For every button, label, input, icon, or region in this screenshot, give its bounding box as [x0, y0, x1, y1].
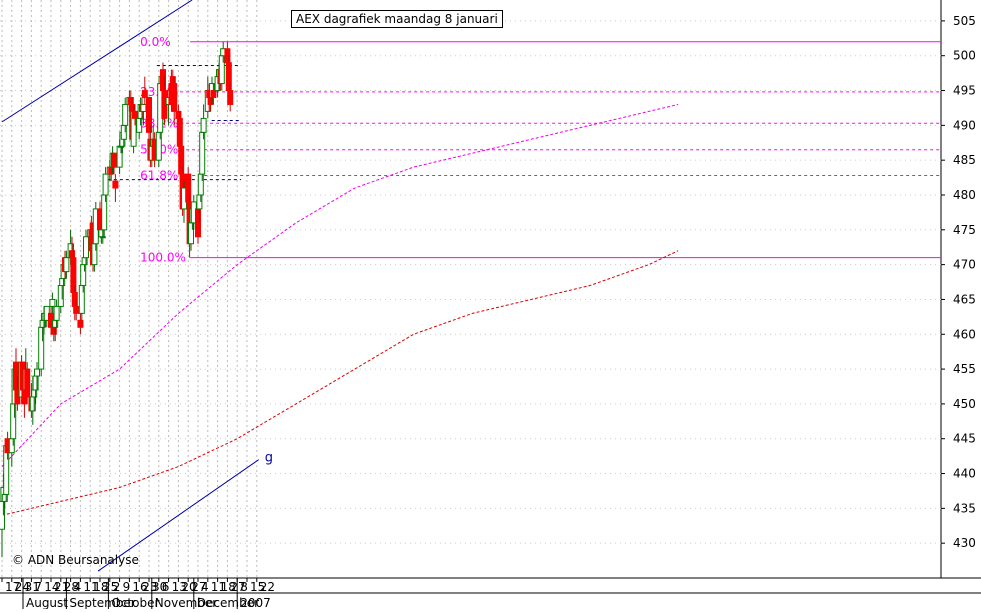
- moving-average-short: [1, 103, 679, 467]
- y-tick-label: 430: [953, 536, 976, 550]
- candle-body: [146, 96, 152, 133]
- x-tick-label: 4: [74, 580, 82, 594]
- x-tick-label: 15: [250, 580, 265, 594]
- x-tick-label: 11: [211, 580, 226, 594]
- x-tick-label: 31: [25, 580, 40, 594]
- month-label: October: [111, 596, 159, 609]
- month-label: August: [26, 596, 68, 609]
- candle-body: [102, 173, 109, 196]
- y-tick-label: 440: [953, 467, 976, 481]
- x-tick-label: 8: [240, 580, 248, 594]
- trend-line-lower: [97, 459, 260, 572]
- candle-body: [111, 152, 117, 168]
- x-tick-label: 21: [54, 580, 69, 594]
- x-tick-label: 9: [123, 580, 131, 594]
- y-tick-label: 485: [953, 153, 976, 167]
- x-tick-label: 14: [44, 580, 59, 594]
- x-tick-label: 2: [113, 580, 121, 594]
- candle-body: [34, 368, 40, 377]
- candle-body: [122, 103, 129, 126]
- y-tick-label: 435: [953, 501, 976, 515]
- candle-body: [73, 305, 80, 314]
- y-tick-label: 475: [953, 223, 976, 237]
- month-label: September: [69, 596, 135, 609]
- x-tick-label: 30: [152, 580, 167, 594]
- y-tick-label: 445: [953, 432, 976, 446]
- candle-body: [132, 110, 138, 119]
- credit-text: © ADN Beursanalyse: [12, 553, 139, 567]
- candle-body: [112, 180, 119, 189]
- x-tick-label: 27: [191, 580, 206, 594]
- candle-body: [49, 298, 56, 307]
- candle-body: [171, 83, 178, 112]
- y-tick-label: 450: [953, 397, 976, 411]
- candle-body: [140, 103, 147, 112]
- x-tick-label: 18: [93, 580, 108, 594]
- y-tick-label: 465: [953, 292, 976, 306]
- y-tick-label: 470: [953, 258, 976, 272]
- fib-level-label: 0.0%: [140, 35, 171, 49]
- candle-body: [210, 90, 217, 98]
- fib-level-label: 100.0%: [140, 251, 186, 265]
- x-tick-label: 6: [162, 580, 170, 594]
- candle-body: [53, 305, 60, 321]
- y-tick-label: 455: [953, 362, 976, 376]
- x-tick-label: 4: [201, 580, 209, 594]
- candle-body: [99, 236, 106, 239]
- y-tick-label: 460: [953, 327, 976, 341]
- chart-title: AEX dagrafiek maandag 8 januari: [291, 10, 503, 28]
- trend-line-upper: [1, 0, 193, 123]
- x-tick-label: 23: [142, 580, 157, 594]
- x-tick-label: 17: [5, 580, 20, 594]
- y-tick-label: 505: [953, 14, 976, 28]
- candle-body: [141, 90, 148, 98]
- y-tick-label: 500: [953, 49, 976, 63]
- x-tick-label: 16: [132, 580, 147, 594]
- candle-body: [24, 368, 31, 398]
- month-label: December: [197, 596, 259, 609]
- x-tick-label: 7: [34, 580, 42, 594]
- x-tick-label: 27: [230, 580, 245, 594]
- y-tick-label: 480: [953, 188, 976, 202]
- month-label: November: [155, 596, 217, 609]
- candle-body: [227, 90, 234, 105]
- month-label: 2007: [240, 596, 271, 609]
- x-tick-label: 24: [15, 580, 30, 594]
- candle-body: [83, 236, 89, 259]
- y-tick-label: 490: [953, 118, 976, 132]
- candle-body: [77, 319, 84, 328]
- x-tick-label: 18: [221, 580, 236, 594]
- x-tick-label: 22: [260, 580, 275, 594]
- x-tick-label: 28: [64, 580, 79, 594]
- x-tick-label: 13: [172, 580, 187, 594]
- trend-label: g: [265, 451, 273, 466]
- x-tick-label: 25: [103, 580, 118, 594]
- candle-body: [63, 257, 70, 273]
- fib-level-label: 61.8%: [140, 168, 178, 182]
- candle-body: [200, 117, 207, 133]
- y-tick-label: 495: [953, 84, 976, 98]
- x-tick-label: 11: [83, 580, 98, 594]
- x-tick-label: 20: [181, 580, 196, 594]
- moving-average-long: [1, 250, 679, 516]
